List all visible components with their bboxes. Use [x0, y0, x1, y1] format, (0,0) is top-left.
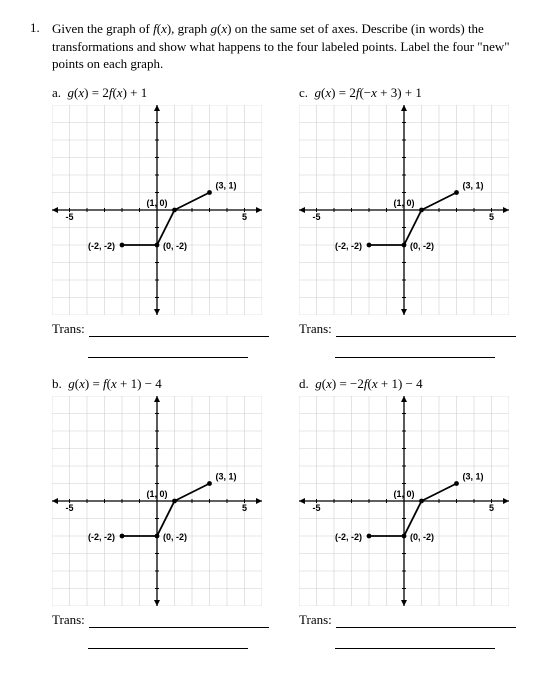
part-b-label: b. g(x) = f(x + 1) − 4 — [52, 376, 269, 392]
svg-text:5: 5 — [242, 212, 247, 222]
svg-text:(0, -2): (0, -2) — [410, 241, 434, 251]
blank-line[interactable] — [336, 613, 516, 628]
svg-text:(0, -2): (0, -2) — [410, 532, 434, 542]
blank-line-2[interactable] — [335, 634, 495, 649]
part-d: d. g(x) = −2f(x + 1) − 4 -5 5 (-2, -2) (0, … — [299, 376, 516, 649]
svg-text:(-2, -2): (-2, -2) — [88, 532, 115, 542]
svg-text:-5: -5 — [65, 503, 73, 513]
graph-b: -5 5 (-2, -2) (0, -2) (1, 0) (3, 1) — [52, 396, 262, 606]
trans-a: Trans: — [52, 321, 269, 337]
svg-text:-5: -5 — [312, 212, 320, 222]
trans-b: Trans: — [52, 612, 269, 628]
row-a-c: a. g(x) = 2f(x) + 1 -5 5 (-2, -2) (0, -2) (1… — [52, 85, 516, 358]
graph-d: -5 5 (-2, -2) (0, -2) (1, 0) (3, 1) — [299, 396, 509, 606]
row-b-d: b. g(x) = f(x + 1) − 4 -5 5 (-2, -2) (0, -2… — [52, 376, 516, 649]
svg-text:(0, -2): (0, -2) — [163, 241, 187, 251]
part-a: a. g(x) = 2f(x) + 1 -5 5 (-2, -2) (0, -2) (1… — [52, 85, 269, 358]
blank-line-2[interactable] — [335, 343, 495, 358]
svg-text:(3, 1): (3, 1) — [216, 471, 237, 481]
question-1: 1. Given the graph of f(x), graph g(x) o… — [30, 20, 516, 73]
svg-text:5: 5 — [489, 212, 494, 222]
blank-line[interactable] — [89, 613, 269, 628]
svg-text:(3, 1): (3, 1) — [463, 471, 484, 481]
svg-text:(1, 0): (1, 0) — [147, 489, 168, 499]
svg-text:(3, 1): (3, 1) — [463, 180, 484, 190]
trans-d: Trans: — [299, 612, 516, 628]
blank-line[interactable] — [336, 322, 516, 337]
svg-text:-5: -5 — [312, 503, 320, 513]
part-b: b. g(x) = f(x + 1) − 4 -5 5 (-2, -2) (0, -2… — [52, 376, 269, 649]
trans-c: Trans: — [299, 321, 516, 337]
part-a-label: a. g(x) = 2f(x) + 1 — [52, 85, 269, 101]
blank-line-2[interactable] — [88, 634, 248, 649]
blank-line-2[interactable] — [88, 343, 248, 358]
svg-text:(1, 0): (1, 0) — [147, 198, 168, 208]
svg-text:(1, 0): (1, 0) — [394, 198, 415, 208]
question-number: 1. — [30, 20, 52, 73]
svg-text:(-2, -2): (-2, -2) — [335, 532, 362, 542]
part-c: c. g(x) = 2f(−x + 3) + 1 -5 5 (-2, -2) (0, … — [299, 85, 516, 358]
svg-text:(3, 1): (3, 1) — [216, 180, 237, 190]
svg-text:(0, -2): (0, -2) — [163, 532, 187, 542]
svg-text:5: 5 — [242, 503, 247, 513]
part-c-label: c. g(x) = 2f(−x + 3) + 1 — [299, 85, 516, 101]
svg-text:(-2, -2): (-2, -2) — [335, 241, 362, 251]
blank-line[interactable] — [89, 322, 269, 337]
part-d-label: d. g(x) = −2f(x + 1) − 4 — [299, 376, 516, 392]
graph-c: -5 5 (-2, -2) (0, -2) (1, 0) (3, 1) — [299, 105, 509, 315]
svg-text:(1, 0): (1, 0) — [394, 489, 415, 499]
question-text: Given the graph of f(x), graph g(x) on t… — [52, 20, 516, 73]
svg-text:5: 5 — [489, 503, 494, 513]
svg-text:-5: -5 — [65, 212, 73, 222]
graph-a: -5 5 (-2, -2) (0, -2) (1, 0) (3, 1) — [52, 105, 262, 315]
svg-text:(-2, -2): (-2, -2) — [88, 241, 115, 251]
